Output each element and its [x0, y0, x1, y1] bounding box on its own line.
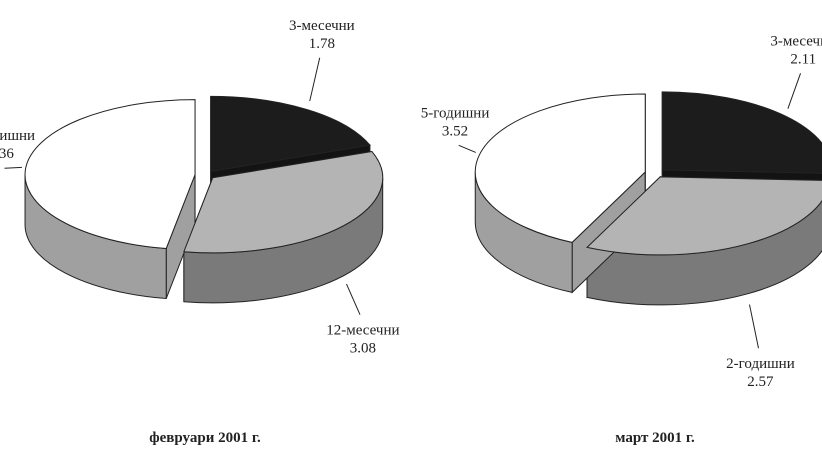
leader-line	[458, 144, 476, 153]
slice-label-value: 3.52	[442, 123, 468, 139]
chart-title: март 2001 г.	[615, 430, 695, 446]
leader-line	[787, 73, 802, 109]
pie-chart: 3-месечни 1.78 12-месечни 3.08 5-годишни 4.36…	[0, 18, 400, 446]
slice-label-name: 12-месечни	[326, 323, 399, 339]
pie-chart: 3-месечни 2.11 2-годишни 2.57 5-годишни 3.52 м…	[421, 33, 822, 446]
leader-line	[346, 283, 361, 315]
slice-label-name: 2-годишни	[726, 356, 795, 372]
slice	[586, 176, 822, 256]
slice-tops	[474, 91, 822, 256]
leader-line	[309, 57, 321, 102]
slice-tops	[24, 95, 384, 254]
slice	[474, 93, 646, 243]
slice-label-value: 1.78	[309, 36, 335, 52]
slice-label-name: 3-месечни	[770, 33, 822, 49]
slice	[183, 151, 384, 254]
slice-label-name: 3-месечни	[289, 18, 355, 34]
slice-label-value: 3.08	[350, 341, 376, 357]
leader-line	[749, 304, 759, 349]
chart-title: февруари 2001 г.	[149, 430, 261, 446]
slice	[210, 95, 371, 172]
slice	[24, 99, 196, 250]
slice-label-name: 5-годишни	[421, 105, 490, 121]
slice	[661, 91, 822, 174]
slice-label-value: 2.57	[747, 374, 774, 390]
slice-label-value: 2.11	[790, 51, 816, 67]
slice-label-value: 4.36	[0, 146, 14, 162]
slice-label-name: 5-годишни	[0, 128, 35, 144]
leader-line	[4, 166, 22, 169]
